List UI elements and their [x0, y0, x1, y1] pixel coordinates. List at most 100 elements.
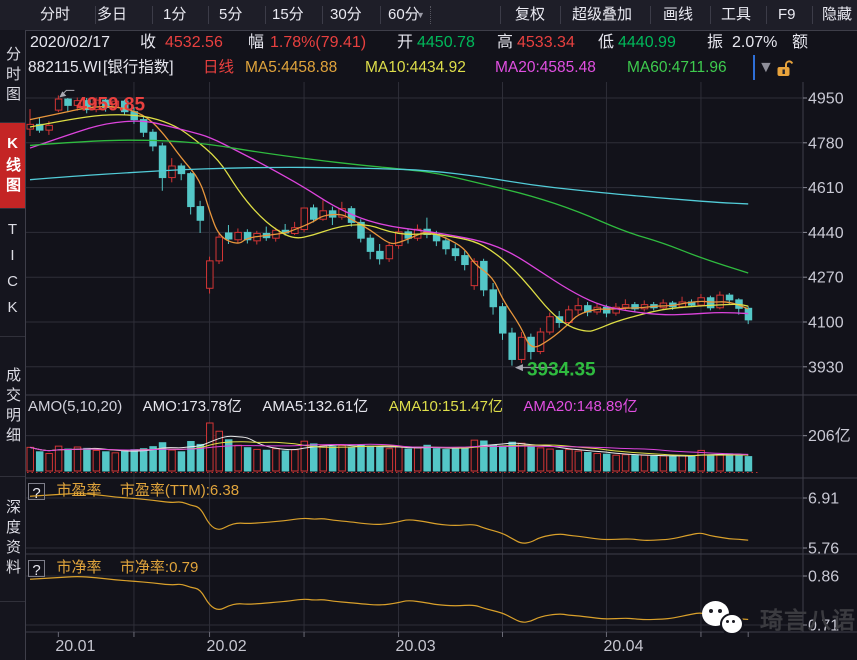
period-label[interactable]: 日线	[203, 59, 235, 76]
tab-30min[interactable]: 30分	[330, 6, 362, 23]
volume-bar	[461, 447, 469, 472]
volume-bar	[347, 447, 356, 472]
volume-bar	[621, 454, 630, 472]
candle	[480, 260, 488, 291]
symbol-ma-bar: 882115.WI [银行指数] 日线 MA5:4458.88 MA10:443…	[25, 55, 857, 80]
quote-info-bar: 2020/02/17 收 4532.56 幅 1.78%(79.41) 开 44…	[25, 30, 857, 55]
candle	[725, 294, 734, 301]
candle	[376, 250, 384, 260]
volume-bar	[187, 441, 195, 472]
volume-bar	[744, 456, 753, 472]
low-value: 4440.99	[618, 34, 676, 51]
volume-bar	[168, 449, 176, 472]
sidebar-filler	[0, 602, 25, 660]
volume-bar	[130, 449, 138, 472]
tab-multiday[interactable]: 多日	[97, 6, 128, 23]
pb-value: 市净率:0.79	[119, 559, 199, 576]
axis-label: 20.01	[55, 638, 95, 655]
button-hide[interactable]: 隐藏	[822, 6, 853, 23]
volume-bar	[432, 448, 441, 472]
sidebar-item-depth-info[interactable]: 深度资料	[0, 477, 25, 602]
pe-pane-header: ? 市盈率 市盈率(TTM):6.38	[28, 481, 239, 502]
ama10-value: AMA10:151.47亿	[388, 398, 503, 415]
ma60-line	[29, 139, 749, 274]
button-super-overlay[interactable]: 超级叠加	[572, 6, 633, 23]
axis-label: 20.02	[207, 638, 247, 655]
candle	[73, 100, 82, 106]
open-value: 4450.78	[417, 34, 475, 51]
volume-bar	[499, 445, 507, 472]
sidebar-item-kline-chart[interactable]: K线图	[0, 123, 25, 209]
volume-bar	[584, 451, 592, 472]
period-dropdown-icon[interactable]: ▼	[416, 10, 425, 20]
candle	[565, 309, 573, 324]
volume-bar	[631, 455, 639, 472]
candle	[158, 145, 167, 179]
help-icon[interactable]: ?	[28, 483, 45, 502]
change-value: 1.78%(79.41)	[270, 34, 367, 51]
axis-label: 4440	[808, 225, 844, 242]
change-label: 幅	[248, 34, 265, 51]
tab-timeshare[interactable]: 分时	[40, 6, 71, 23]
tab-1min[interactable]: 1分	[163, 6, 187, 23]
volume-bar	[35, 451, 44, 472]
amo-title: AMO(5,10,20)	[28, 398, 123, 415]
tab-5min[interactable]: 5分	[219, 6, 243, 23]
high-label: 高	[497, 34, 514, 51]
candle	[224, 232, 233, 240]
candle	[243, 231, 252, 241]
help-icon[interactable]: ?	[28, 560, 45, 579]
watermark-text: 琦言八语	[760, 607, 856, 633]
tab-15min[interactable]: 15分	[272, 6, 304, 23]
volume-bar	[423, 444, 431, 472]
axis-label: 20.03	[396, 638, 436, 655]
amp-value: 2.07%	[732, 34, 778, 51]
volume-bar	[536, 447, 545, 472]
candle	[536, 331, 545, 353]
volume-bar	[121, 450, 129, 472]
volume-bar	[555, 449, 564, 472]
sidebar-item-trade-detail[interactable]: 成交明细	[0, 337, 25, 477]
volume-bar	[234, 444, 242, 472]
candle	[54, 98, 63, 111]
volume-bar	[650, 455, 658, 472]
volume-bar	[546, 448, 554, 472]
candle	[744, 307, 753, 321]
high-annotation: 4959.85	[76, 94, 145, 115]
axis-label: 0.71	[808, 618, 839, 635]
candle	[546, 316, 554, 333]
candle	[121, 100, 129, 113]
candle	[631, 304, 639, 310]
sidebar-item-timeshare-chart[interactable]: 分时图	[0, 30, 25, 123]
lock-icon[interactable]	[776, 59, 794, 77]
volume-bar	[470, 439, 479, 472]
volume-bar	[489, 444, 498, 472]
button-f9[interactable]: F9	[778, 6, 796, 23]
ma60-value: MA60:4711.96	[627, 59, 727, 76]
tab-60min[interactable]: 60分	[388, 6, 420, 23]
candle	[527, 336, 535, 353]
sidebar-item-tick[interactable]: TICK	[0, 209, 25, 337]
button-tools[interactable]: 工具	[721, 6, 752, 23]
open-label: 开	[397, 34, 414, 51]
trade-date: 2020/02/17	[30, 34, 111, 51]
candle	[187, 173, 195, 208]
indicator-dropdown-icon[interactable]: ▼	[758, 59, 774, 76]
symbol-name: [银行指数]	[103, 59, 174, 76]
volume-bar	[508, 441, 516, 472]
amp-label: 振	[707, 34, 724, 51]
candle	[508, 332, 516, 360]
high-value: 4533.34	[517, 34, 575, 51]
candle	[35, 123, 44, 131]
amo-value: AMO:173.78亿	[142, 398, 242, 415]
button-adjust-price[interactable]: 复权	[515, 6, 546, 23]
volume-bar	[716, 454, 724, 472]
axis-label: 20.04	[603, 638, 643, 655]
volume-bar	[177, 451, 186, 472]
axis-label: 5.76	[808, 540, 839, 557]
candle	[470, 260, 479, 287]
volume-bar	[413, 447, 422, 472]
volume-bar	[196, 443, 205, 472]
button-draw-line[interactable]: 画线	[663, 6, 694, 23]
